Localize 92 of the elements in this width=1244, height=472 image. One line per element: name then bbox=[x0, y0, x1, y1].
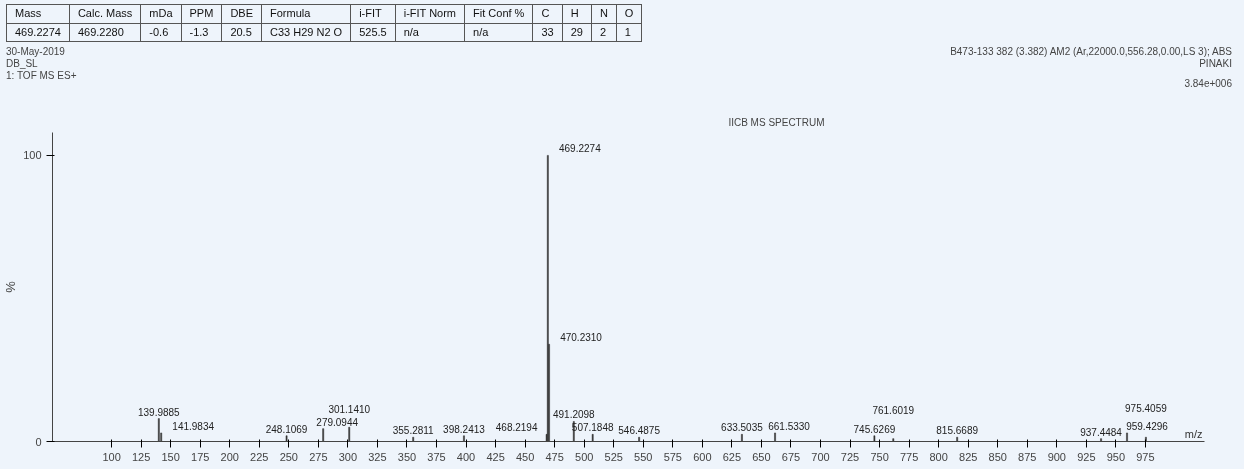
annotation: 141.9834 bbox=[172, 420, 215, 432]
annotation: 745.6269 bbox=[853, 423, 896, 435]
text: 2 bbox=[591, 23, 617, 42]
x-tick-label: 200 bbox=[220, 450, 239, 463]
text: 525.5 bbox=[350, 23, 396, 42]
text: C bbox=[532, 4, 563, 24]
text: Mass bbox=[6, 4, 70, 24]
text: 20.5 bbox=[221, 23, 262, 42]
x-tick-label: 575 bbox=[663, 450, 682, 463]
annotation: 469.2274 bbox=[558, 143, 602, 155]
x-tick-label: 825 bbox=[959, 450, 978, 463]
y-axis-title: % bbox=[3, 280, 19, 293]
text: 29 bbox=[562, 23, 592, 42]
x-tick-label: 775 bbox=[899, 450, 919, 463]
x-axis-title: m/z bbox=[1184, 427, 1203, 440]
x-tick-label: 600 bbox=[693, 450, 712, 463]
annotation: 937.4484 bbox=[1080, 426, 1123, 438]
text: Calc. Mass bbox=[69, 4, 141, 24]
x-tick-label: 550 bbox=[634, 450, 653, 463]
x-tick-label: 325 bbox=[368, 450, 387, 463]
x-tick-label: 350 bbox=[397, 450, 417, 463]
x-tick-label: 175 bbox=[191, 450, 210, 463]
annotation: 301.1410 bbox=[328, 404, 371, 416]
y-tick-label: 0 bbox=[35, 435, 42, 448]
text: N bbox=[591, 4, 617, 24]
text: -1.3 bbox=[181, 23, 222, 42]
annotation: 248.1069 bbox=[265, 423, 308, 435]
x-tick-label: 250 bbox=[279, 450, 298, 463]
text: O bbox=[616, 4, 642, 24]
text: mDa bbox=[140, 4, 182, 24]
text: Fit Conf % bbox=[464, 4, 533, 24]
x-tick-label: 725 bbox=[840, 450, 860, 463]
x-tick-label: 700 bbox=[811, 450, 830, 463]
x-tick-label: 675 bbox=[781, 450, 801, 463]
text: B473-133 382 (3.382) AM2 (Ar,22000.0,556.28,0.00,LS 3); ABS bbox=[950, 46, 1232, 59]
text: i-FIT bbox=[350, 4, 396, 24]
x-tick-label: 500 bbox=[575, 450, 594, 463]
text: DBE bbox=[221, 4, 262, 24]
x-tick-label: 425 bbox=[486, 450, 505, 463]
x-tick-label: 275 bbox=[309, 450, 328, 463]
annotation: 661.5330 bbox=[768, 420, 811, 432]
annotation: 139.9885 bbox=[137, 406, 181, 418]
x-tick-label: 975 bbox=[1136, 450, 1155, 463]
annotation: 975.4059 bbox=[1125, 403, 1168, 415]
annotation: 355.2811 bbox=[392, 425, 435, 437]
text: 469.2280 bbox=[69, 23, 141, 42]
annotation: 546.4875 bbox=[618, 425, 661, 437]
text: Formula bbox=[261, 4, 351, 24]
x-tick-label: 625 bbox=[722, 450, 742, 463]
annotation: 959.4296 bbox=[1126, 420, 1169, 432]
text: PINAKI bbox=[1198, 58, 1232, 71]
annotation: 470.2310 bbox=[560, 332, 603, 344]
annotation: 761.6019 bbox=[872, 404, 915, 416]
x-tick-label: 125 bbox=[131, 450, 151, 463]
annotation: 468.2194 bbox=[495, 422, 538, 434]
x-tick-label: 475 bbox=[545, 450, 564, 463]
text: H bbox=[562, 4, 592, 24]
x-tick-label: 100 bbox=[102, 450, 121, 463]
x-tick-label: 925 bbox=[1077, 450, 1096, 463]
x-tick-label: 400 bbox=[456, 450, 476, 463]
text: DB_SL bbox=[6, 58, 39, 71]
x-tick-label: 225 bbox=[250, 450, 269, 463]
text: -0.6 bbox=[140, 23, 182, 42]
text: n/a bbox=[464, 23, 533, 42]
annotation: 398.2413 bbox=[443, 423, 486, 435]
annotation: 633.5035 bbox=[721, 422, 764, 434]
text: n/a bbox=[395, 23, 465, 42]
text: 469.2274 bbox=[6, 23, 70, 42]
x-tick-label: 750 bbox=[870, 450, 889, 463]
text: 1 bbox=[616, 23, 642, 42]
text: 33 bbox=[532, 23, 563, 42]
annotation: 491.2098 bbox=[552, 409, 596, 421]
x-tick-label: 850 bbox=[988, 450, 1007, 463]
text: 3.84e+006 bbox=[1183, 78, 1232, 91]
x-tick-label: 450 bbox=[515, 450, 535, 463]
x-tick-label: 300 bbox=[338, 450, 358, 463]
x-tick-label: 650 bbox=[752, 450, 771, 463]
text: C33 H29 N2 O bbox=[261, 23, 351, 42]
annotation: 815.6689 bbox=[936, 425, 979, 437]
x-tick-label: 950 bbox=[1106, 450, 1126, 463]
x-tick-label: 800 bbox=[929, 450, 948, 463]
x-tick-label: 875 bbox=[1018, 450, 1037, 463]
text: PPM bbox=[181, 4, 222, 24]
x-tick-label: 375 bbox=[427, 450, 446, 463]
x-tick-label: 150 bbox=[161, 450, 180, 463]
text: 30-May-2019 bbox=[6, 46, 66, 59]
chart-title: IICB MS SPECTRUM bbox=[728, 116, 825, 128]
text: i-FIT Norm bbox=[395, 4, 465, 24]
annotation: 279.0944 bbox=[316, 416, 359, 428]
text: 1: TOF MS ES+ bbox=[6, 70, 77, 83]
x-tick-label: 525 bbox=[604, 450, 623, 463]
x-tick-label: 900 bbox=[1047, 450, 1066, 463]
